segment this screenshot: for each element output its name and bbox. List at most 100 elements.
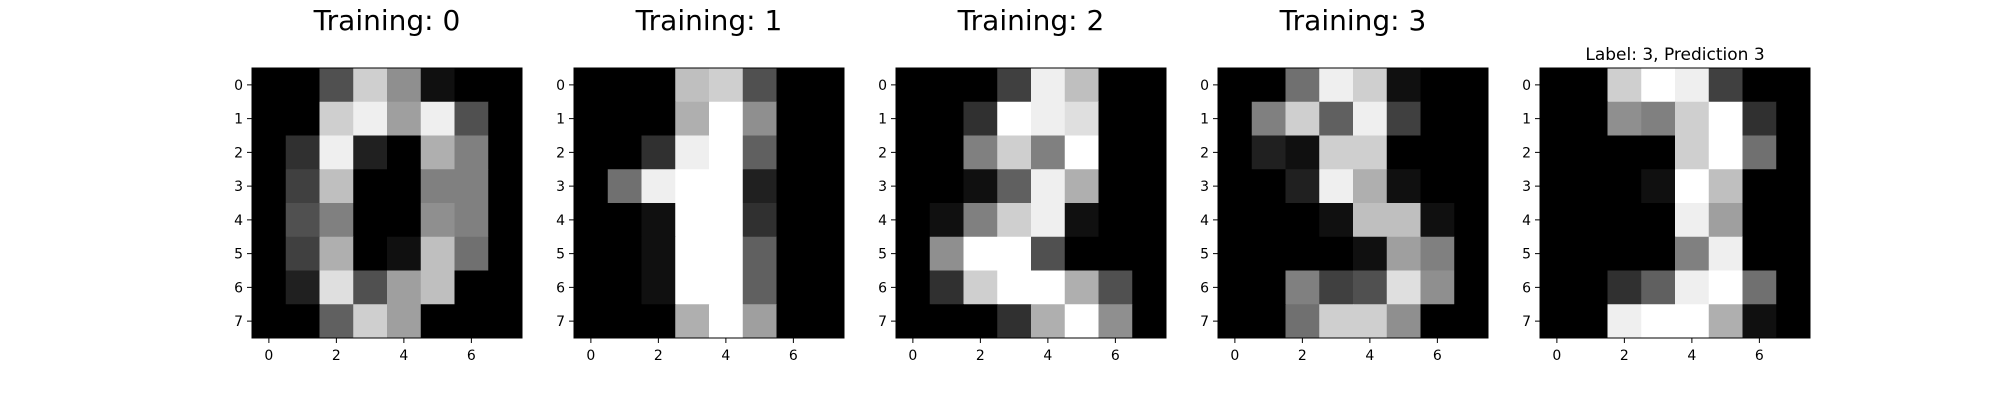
pixel-cell (742, 203, 777, 238)
pixel-cell (1353, 68, 1388, 103)
pixel-cell (285, 169, 320, 204)
pixel-cell (1031, 135, 1066, 170)
y-tick-label: 2 (234, 145, 243, 161)
pixel-cell (1386, 304, 1421, 339)
pixel-cell (607, 135, 642, 170)
pixel-cell (319, 236, 354, 271)
pixel-cell (252, 101, 287, 136)
pixel-cell (1098, 270, 1133, 305)
pixel-cell (1285, 101, 1320, 136)
pixel-cell (810, 169, 845, 204)
y-tick-label: 6 (1200, 280, 1209, 296)
pixel-cell (1218, 68, 1253, 103)
pixel-cell (1675, 203, 1710, 238)
pixel-cell (1132, 135, 1167, 170)
x-tick-label: 4 (721, 348, 730, 364)
pixel-cell (454, 270, 489, 305)
pixel-cell (1540, 135, 1575, 170)
pixel-cell (387, 203, 422, 238)
pixel-cell (454, 68, 489, 103)
pixel-cell (1285, 236, 1320, 271)
y-tick-label: 6 (878, 280, 887, 296)
pixel-cell (1573, 203, 1608, 238)
y-tick-label: 4 (1200, 213, 1209, 229)
pixel-cell (420, 68, 455, 103)
pixel-cell (1675, 169, 1710, 204)
pixel-cell (1353, 135, 1388, 170)
pixel-cell (1573, 169, 1608, 204)
y-tick-label: 1 (1200, 112, 1209, 128)
pixel-cell (1319, 304, 1354, 339)
pixel-cell (1218, 270, 1253, 305)
x-tick-label: 6 (467, 348, 476, 364)
pixel-cell (1251, 101, 1286, 136)
pixel-cell (488, 101, 523, 136)
pixel-cell (1386, 68, 1421, 103)
pixel-cell (319, 101, 354, 136)
pixel-cell (353, 270, 388, 305)
pixel-cell (997, 169, 1032, 204)
pixel-cell (1098, 101, 1133, 136)
pixel-cell (1218, 203, 1253, 238)
pixel-cell (1573, 236, 1608, 271)
axes-frame (573, 67, 845, 339)
pixel-cell (997, 101, 1032, 136)
pixel-cell (810, 304, 845, 339)
pixel-cell (1218, 236, 1253, 271)
pixel-cell (1742, 169, 1777, 204)
pixel-cell (1776, 304, 1811, 339)
pixel-cell (1285, 203, 1320, 238)
pixel-cell (929, 304, 964, 339)
pixel-cell (929, 101, 964, 136)
pixel-cell (1675, 270, 1710, 305)
pixel-cell (1675, 236, 1710, 271)
pixel-cell (1064, 169, 1099, 204)
pixel-cell (1064, 101, 1099, 136)
pixel-cell (1573, 304, 1608, 339)
digit-panel-3: Training: 3 0 1 2 3 4 5 6 7 0 2 4 6 (1200, 4, 1489, 364)
pixel-cell (997, 203, 1032, 238)
pixel-cell (896, 270, 931, 305)
panel-title: Training: 3 (1279, 4, 1427, 37)
pixel-cell (1776, 101, 1811, 136)
pixel-cell (675, 270, 710, 305)
pixel-cell (1064, 68, 1099, 103)
pixel-cell (1132, 203, 1167, 238)
pixel-cell (454, 203, 489, 238)
pixel-cell (574, 135, 609, 170)
y-tick-label: 7 (556, 314, 565, 330)
pixel-cell (1540, 101, 1575, 136)
pixel-cell (1132, 101, 1167, 136)
y-tick-label: 5 (1522, 247, 1531, 263)
x-tick-label: 2 (654, 348, 663, 364)
pixel-cell (488, 304, 523, 339)
panel-title: Training: 1 (635, 4, 783, 37)
pixel-cell (810, 68, 845, 103)
pixel-cell (319, 304, 354, 339)
pixel-cell (675, 135, 710, 170)
pixel-cell (929, 135, 964, 170)
pixel-cell (1540, 169, 1575, 204)
pixel-cell (285, 236, 320, 271)
pixel-cell (1573, 270, 1608, 305)
y-tick-label: 0 (556, 78, 565, 94)
pixel-cell (1098, 203, 1133, 238)
pixel-cell (353, 101, 388, 136)
y-tick-label: 6 (234, 280, 243, 296)
pixel-cell (1251, 68, 1286, 103)
pixel-cell (963, 169, 998, 204)
pixel-cell (1573, 68, 1608, 103)
pixel-cell (1675, 68, 1710, 103)
axes-frame (895, 67, 1167, 339)
y-tick-label: 6 (1522, 280, 1531, 296)
pixel-cell (252, 203, 287, 238)
pixel-cell (1353, 304, 1388, 339)
pixel-cell (1031, 304, 1066, 339)
pixel-cell (963, 203, 998, 238)
y-tick-label: 3 (1200, 179, 1209, 195)
x-tick-label: 4 (399, 348, 408, 364)
pixel-cell (1540, 236, 1575, 271)
pixel-cell (1641, 236, 1676, 271)
y-tick-label: 7 (234, 314, 243, 330)
pixel-cell (319, 135, 354, 170)
